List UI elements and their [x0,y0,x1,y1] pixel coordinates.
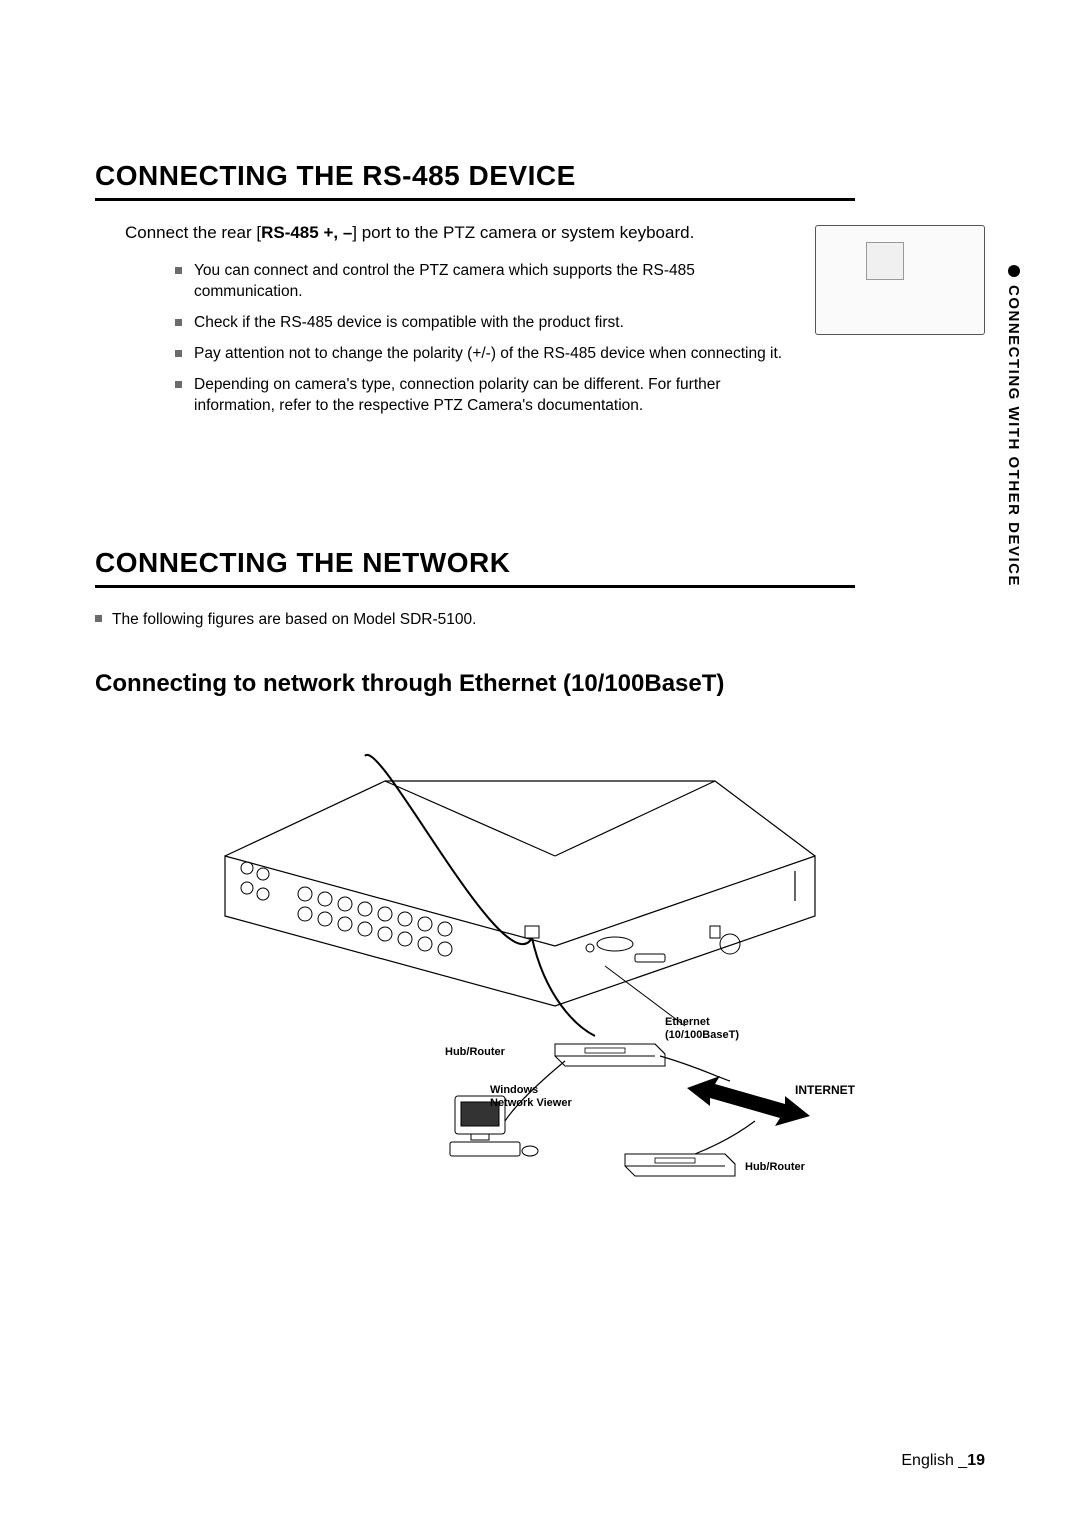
side-tab-text: CONNECTING WITH OTHER DEVICE [1005,285,1022,587]
page-footer: English _19 [901,1452,985,1470]
rs485-figure-box [815,225,985,335]
intro-prefix: Connect the rear [ [125,223,261,242]
label-web-viewer: Windows Network Viewer [490,1084,572,1108]
footer-page: 19 [967,1452,985,1469]
label-ethernet: Ethernet (10/100BaseT) [665,1016,739,1040]
label-hub2: Hub/Router [745,1161,805,1173]
section-network: CONNECTING THE NETWORK The following fig… [95,547,985,1197]
label-hub1: Hub/Router [445,1046,505,1058]
footer-lang: English _ [901,1452,967,1469]
network-diagram: Hub/Router Hub/Router Windows Network Vi… [155,726,915,1196]
page-container: CONNECTING THE RS-485 DEVICE Connect the… [0,0,1080,1530]
bullet-row: Check if the RS-485 device is compatible… [175,313,785,334]
bullet-row: Depending on camera's type, connection p… [175,375,785,417]
network-note-row: The following figures are based on Model… [95,610,985,631]
side-tab-dot-icon [1008,265,1020,277]
rs485-bullet-list: You can connect and control the PTZ came… [175,261,785,417]
bullet-row: Pay attention not to change the polarity… [175,344,785,365]
bullet-icon [175,267,182,274]
intro-bold: RS-485 +, – [261,223,352,242]
title-underline [95,585,855,588]
bullet-text: You can connect and control the PTZ came… [194,261,785,303]
bullet-row: You can connect and control the PTZ came… [175,261,785,303]
ethernet-subheading: Connecting to network through Ethernet (… [95,670,985,698]
side-tab: CONNECTING WITH OTHER DEVICE [1005,265,1022,587]
diagram-svg [155,726,915,1196]
rs485-title: CONNECTING THE RS-485 DEVICE [95,160,985,192]
spacer [95,427,985,547]
bullet-icon [175,381,182,388]
bullet-icon [95,615,102,622]
bullet-text: Pay attention not to change the polarity… [194,344,782,365]
title-underline [95,198,855,201]
intro-suffix: ] port to the PTZ camera or system keybo… [352,223,694,242]
bullet-text: Check if the RS-485 device is compatible… [194,313,624,334]
label-internet: INTERNET [795,1084,855,1097]
rs485-figure-inner [866,242,904,280]
bullet-text: Depending on camera's type, connection p… [194,375,785,417]
bullet-icon [175,319,182,326]
bullet-icon [175,350,182,357]
network-note: The following figures are based on Model… [112,610,476,631]
network-title: CONNECTING THE NETWORK [95,547,985,579]
